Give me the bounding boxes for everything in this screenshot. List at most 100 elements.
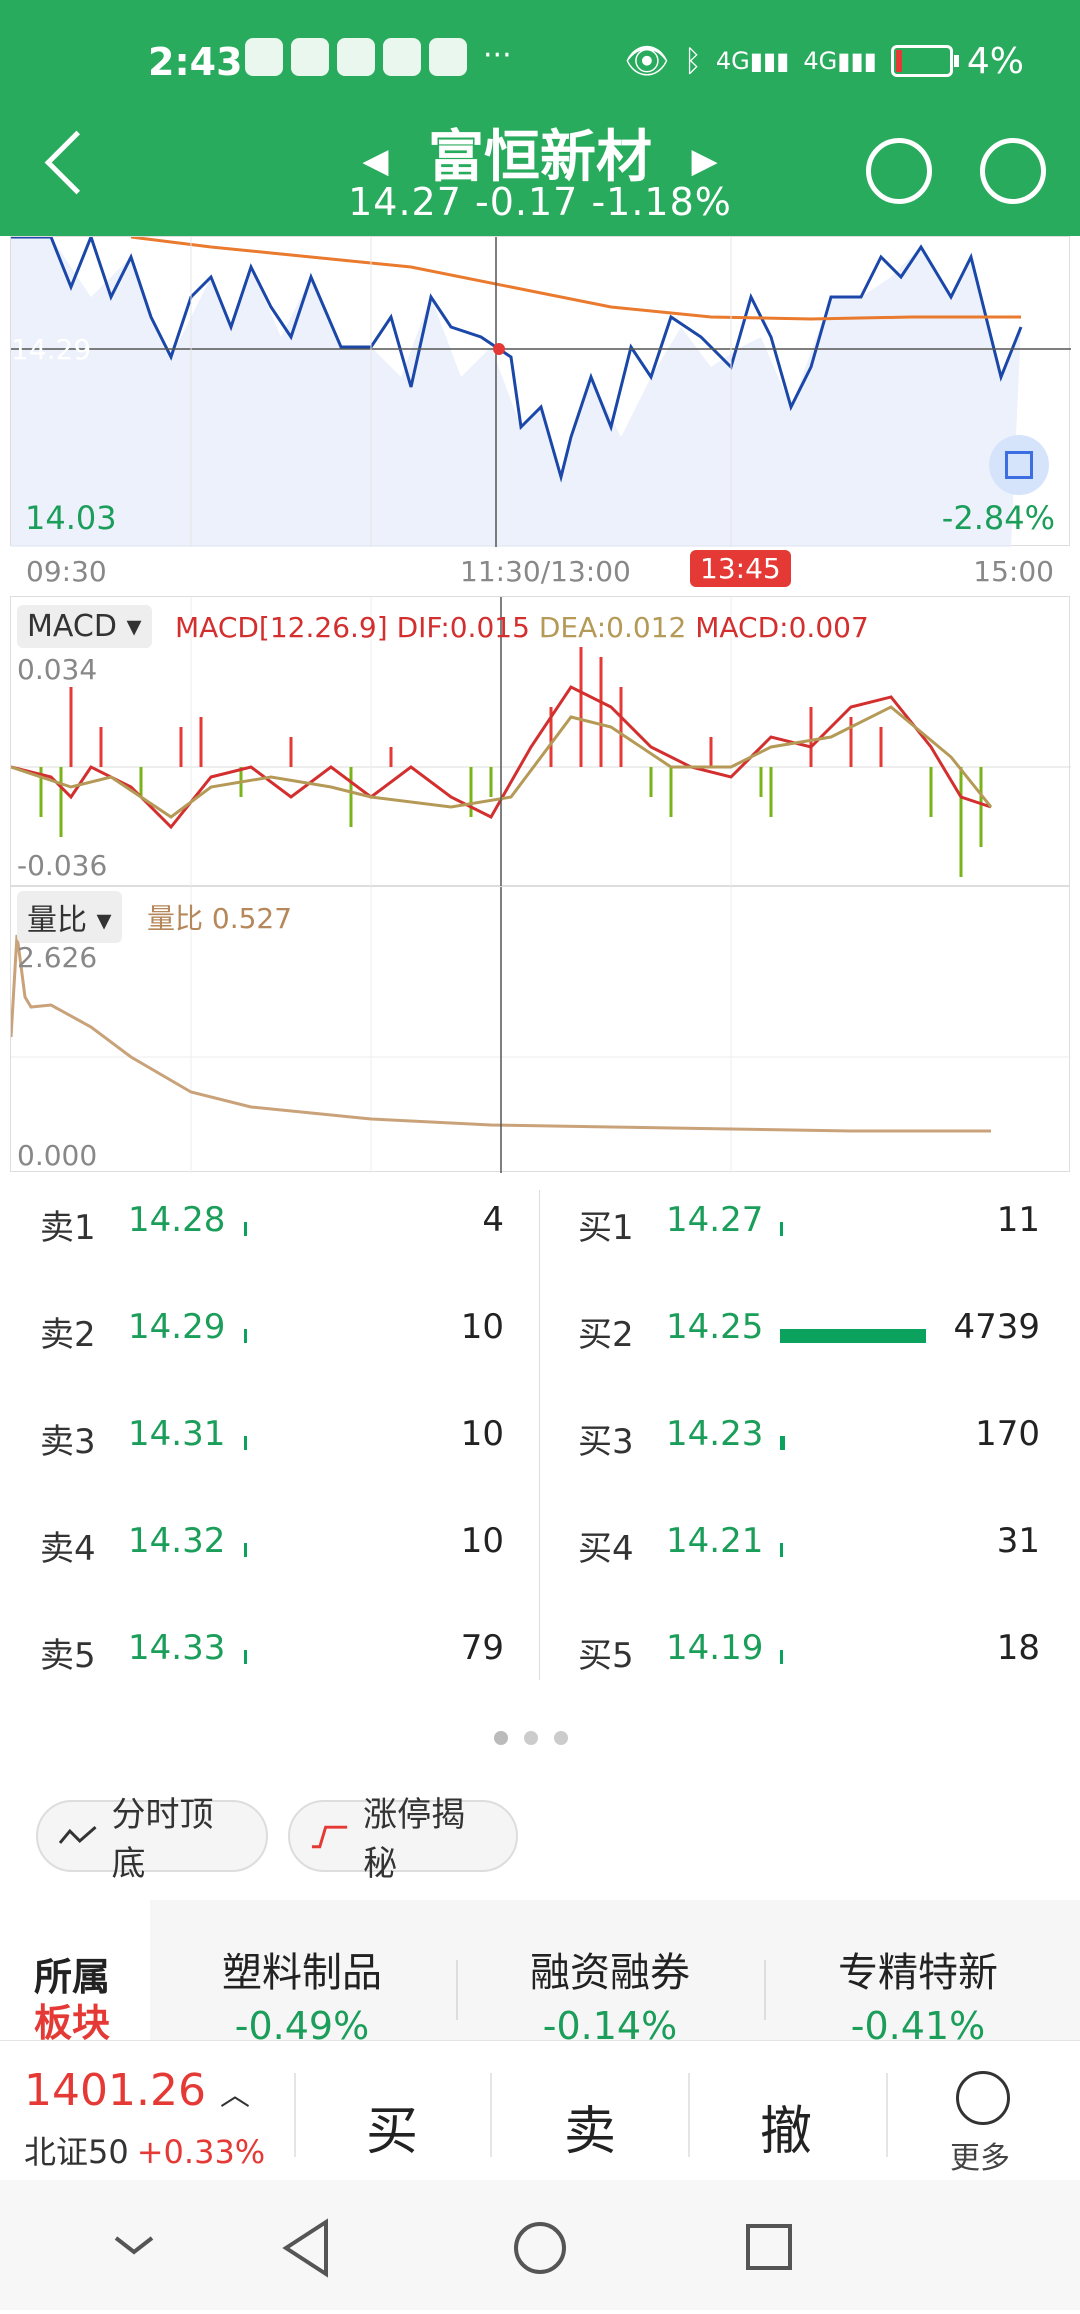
intraday-chart[interactable]: 14.29 14.03 -2.84% — [10, 232, 1071, 547]
buy-volume: 4739 — [953, 1307, 1040, 1347]
browser-notification-icon — [383, 38, 421, 76]
divider — [294, 2073, 296, 2157]
stock-quote: 14.27 -0.17 -1.18% — [0, 180, 1080, 224]
limit-up-reveal-button[interactable]: 涨停揭秘 — [288, 1795, 518, 1884]
buy-label: 买5 — [578, 1636, 634, 1676]
sector-name: 塑料制品 — [222, 1950, 382, 1996]
sector-strip: 所属 板块 塑料制品 -0.49% 融资融券 -0.14% 专精特新 -0.41… — [0, 1900, 1080, 2048]
buy-label: 买3 — [578, 1422, 634, 1462]
time-start: 09:30 — [26, 555, 107, 588]
volume-ratio-selector[interactable]: 量比 ▾ — [17, 891, 122, 943]
sell-volume-bar — [244, 1329, 247, 1343]
bluetooth-icon: ᛒ — [683, 43, 702, 79]
buy-label: 买2 — [578, 1315, 634, 1355]
trend-icon — [58, 1825, 97, 1844]
sell-button[interactable]: 卖 — [563, 2102, 616, 2162]
buy-volume-bar — [780, 1543, 783, 1557]
prev-stock-icon[interactable]: ◀ — [362, 140, 389, 181]
sector-name: 专精特新 — [838, 1950, 998, 1996]
search-icon[interactable] — [980, 138, 1046, 204]
expand-icon[interactable] — [1005, 451, 1033, 479]
cancel-button[interactable]: 撤 — [759, 2102, 812, 2162]
limit-up-icon — [311, 1825, 348, 1849]
buy-price: 14.21 — [666, 1521, 764, 1561]
sell-volume: 79 — [460, 1628, 504, 1668]
volume-ratio-value: 量比 0.527 — [147, 902, 293, 935]
sell-label: 卖3 — [40, 1422, 96, 1462]
index-change: +0.33% — [136, 2133, 266, 2171]
sell-volume-bar — [244, 1543, 247, 1557]
sell-volume-bar — [244, 1436, 247, 1450]
chevron-up-icon: ︿ — [219, 2078, 250, 2113]
sector-tab[interactable]: 所属 板块 — [0, 1900, 150, 2045]
stock-name: 富恒新材 — [428, 125, 652, 190]
buy-volume: 18 — [996, 1628, 1040, 1668]
sector-item[interactable]: 融资融券 -0.14% — [460, 1940, 760, 2048]
orderbook-row: 买4 14.21 31 — [540, 1521, 1080, 1581]
buy-button[interactable]: 买 — [365, 2102, 418, 2162]
sell-volume: 10 — [460, 1414, 504, 1454]
intraday-top-bottom-label: 分时顶底 — [111, 1795, 214, 1884]
sector-tab-label-1: 所属 — [34, 1955, 111, 1999]
sell-volume: 10 — [460, 1521, 504, 1561]
macd-min: -0.036 — [17, 849, 108, 882]
buy-price: 14.23 — [666, 1414, 764, 1454]
header-bar: 2:43 ··· 👁 ᛒ 4G▮▮▮ 4G▮▮▮ 4% ◀ 富恒新材 ▶ 14.… — [0, 0, 1080, 236]
macd-chart-svg — [10, 597, 1071, 887]
intraday-top-bottom-button[interactable]: 分时顶底 — [36, 1795, 268, 1884]
buy-volume: 11 — [996, 1200, 1040, 1240]
volume-ratio-min: 0.000 — [17, 1139, 98, 1172]
sell-volume-bar — [244, 1650, 247, 1664]
app-notification-icon — [337, 38, 375, 76]
sector-divider — [764, 1960, 766, 2020]
volume-ratio-panel[interactable]: 量比 ▾ 量比 0.527 2.626 0.000 — [9, 886, 1071, 1173]
app-notification-icon — [245, 38, 283, 76]
macd-panel[interactable]: MACD ▾ MACD[12.26.9] DIF:0.015 DEA:0.012… — [10, 596, 1071, 887]
buy-price: 14.19 — [666, 1628, 764, 1668]
page-dot — [494, 1731, 508, 1745]
stock-title-row: ◀ 富恒新材 ▶ — [0, 112, 1080, 193]
divider — [886, 2073, 888, 2157]
time-end: 15:00 — [973, 555, 1054, 588]
signal-icon: 4G▮▮▮ — [715, 47, 790, 75]
next-stock-icon[interactable]: ▶ — [691, 140, 718, 181]
buy-label: 买1 — [578, 1208, 634, 1248]
volume-ratio-tag-label: 量比 — [27, 903, 87, 938]
index-value: 1401.26 ︿ — [24, 2065, 250, 2116]
time-mid: 11:30/13:00 — [460, 555, 631, 588]
sell-label: 卖1 — [40, 1208, 96, 1248]
orderbook-row: 买5 14.19 18 — [540, 1628, 1080, 1688]
macd-dea-label: DEA:0.012 — [538, 611, 687, 644]
macd-params-label: MACD[12.26.9] — [175, 611, 388, 644]
chat-notification-icon — [291, 38, 329, 76]
buy-volume-bar — [780, 1329, 926, 1343]
collapse-icon — [114, 2236, 154, 2255]
stock-change: -0.17 — [475, 180, 579, 224]
sector-item[interactable]: 专精特新 -0.41% — [768, 1940, 1068, 2048]
time-cursor-badge: 13:45 — [690, 550, 791, 587]
app-notification-icon — [429, 38, 467, 76]
sell-label: 卖2 — [40, 1315, 96, 1355]
orderbook-row: 买1 14.27 11 — [540, 1200, 1080, 1260]
sell-price: 14.31 — [128, 1414, 226, 1454]
page-dot — [524, 1731, 538, 1745]
buy-volume-bar — [780, 1222, 783, 1236]
sell-label: 卖5 — [40, 1636, 96, 1676]
orderbook-row: 卖4 14.32 10 — [0, 1521, 540, 1581]
index-name-text: 北证50 — [24, 2133, 129, 2171]
signal-icon: 4G▮▮▮ — [803, 47, 877, 75]
more-icon[interactable] — [956, 2071, 1010, 2125]
macd-max: 0.034 — [17, 653, 98, 686]
sell-price: 14.29 — [128, 1307, 226, 1347]
buy-volume-bar — [780, 1650, 783, 1664]
sector-item[interactable]: 塑料制品 -0.49% — [152, 1940, 452, 2048]
sell-label: 卖4 — [40, 1529, 96, 1569]
macd-selector[interactable]: MACD ▾ — [17, 605, 152, 648]
divider — [490, 2073, 492, 2157]
sell-volume: 10 — [460, 1307, 504, 1347]
ref-price-label: 14.29 — [11, 333, 92, 366]
refresh-icon[interactable] — [866, 138, 932, 204]
macd-value-label: MACD:0.007 — [695, 611, 869, 644]
notification-icons: ··· — [245, 38, 512, 76]
status-right: 👁 ᛒ 4G▮▮▮ 4G▮▮▮ 4% — [624, 40, 1024, 83]
